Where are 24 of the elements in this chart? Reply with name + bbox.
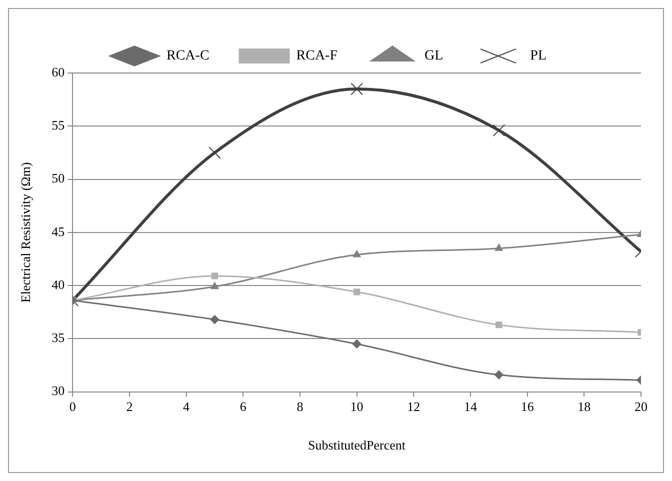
x-tick-label: 0 bbox=[69, 399, 76, 414]
y-axis-title: Electrical Resistivity (Ωm) bbox=[18, 162, 34, 303]
legend-label: RCA-C bbox=[166, 48, 210, 64]
y-tick-label: 30 bbox=[52, 383, 65, 398]
legend-label: RCA-F bbox=[296, 48, 338, 64]
x-tick-label: 2 bbox=[126, 399, 133, 414]
y-tick-label: 35 bbox=[52, 330, 65, 346]
y-tick-label: 60 bbox=[52, 64, 65, 80]
x-tick-label: 6 bbox=[240, 399, 247, 414]
legend-label: GL bbox=[424, 48, 444, 64]
y-tick-label: 55 bbox=[52, 118, 65, 133]
y-tick-label: 45 bbox=[52, 224, 65, 239]
x-tick-label: 4 bbox=[183, 399, 190, 414]
x-tick-label: 12 bbox=[407, 399, 420, 414]
x-tick-label: 16 bbox=[520, 399, 534, 414]
x-tick-label: 8 bbox=[296, 399, 304, 414]
y-tick-label: 40 bbox=[52, 276, 65, 292]
x-tick-label: 14 bbox=[464, 399, 478, 414]
x-tick-label: 18 bbox=[578, 399, 591, 414]
x-tick-label: 20 bbox=[634, 399, 648, 414]
y-tick-label: 50 bbox=[52, 170, 65, 186]
x-tick-label: 10 bbox=[350, 399, 364, 414]
x-axis-title: SubstitutedPercent bbox=[308, 438, 406, 453]
legend-label: PL bbox=[530, 48, 547, 64]
